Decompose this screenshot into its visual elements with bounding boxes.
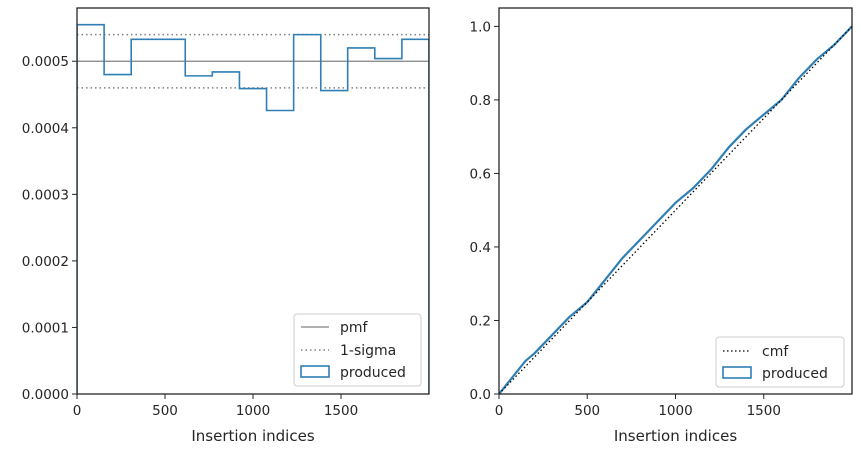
legend-pmf-label: pmf bbox=[340, 320, 369, 336]
legend-box bbox=[715, 336, 845, 388]
produced-cumulative-line bbox=[499, 25, 852, 394]
x-tick-label: 500 bbox=[574, 403, 600, 419]
y-tick-label: 0.0001 bbox=[22, 320, 69, 336]
y-tick-label: 0.0005 bbox=[22, 54, 69, 70]
x-tick-label: 1500 bbox=[747, 403, 781, 419]
legend-cmf-label: cmf bbox=[762, 344, 789, 360]
x-tick-label: 1000 bbox=[236, 403, 270, 419]
cmf-line bbox=[499, 25, 852, 394]
plot-frame bbox=[498, 7, 853, 395]
y-tick-label: 0.0002 bbox=[22, 254, 69, 270]
legend-produced-swatch bbox=[722, 366, 752, 379]
y-tick-label: 0.0003 bbox=[22, 187, 69, 203]
y-tick-label: 0.2 bbox=[470, 313, 491, 329]
cmf-panel: 0 500 1000 1500 0.0 0.2 0.4 0.6 0.8 1.0 Insertion … bbox=[470, 7, 853, 445]
plot-frame bbox=[76, 7, 430, 395]
x-tick-label: 0 bbox=[495, 403, 504, 419]
y-tick-label: 0.0004 bbox=[22, 121, 69, 137]
plot-area bbox=[77, 23, 429, 394]
legend-produced-label: produced bbox=[340, 365, 406, 381]
produced-step-histogram bbox=[77, 23, 429, 394]
plot-area bbox=[499, 25, 852, 394]
x-tick-label: 500 bbox=[152, 403, 178, 419]
legend: cmf produced bbox=[715, 336, 845, 388]
x-tick-label: 0 bbox=[73, 403, 82, 419]
y-tick-label: 0.6 bbox=[470, 166, 491, 182]
y-tick-label: 0.8 bbox=[470, 93, 491, 109]
y-tick-label: 0.0000 bbox=[22, 387, 69, 403]
x-axis-label: Insertion indices bbox=[191, 427, 314, 445]
x-axis-label: Insertion indices bbox=[614, 427, 737, 445]
pmf-panel: 0 500 1000 1500 0.0000 0.0001 0.0002 0.0003 0.00… bbox=[22, 7, 430, 445]
y-tick-label: 0.4 bbox=[470, 240, 491, 256]
legend: pmf 1-sigma produced bbox=[293, 313, 422, 387]
legend-box bbox=[293, 313, 422, 387]
x-tick-label: 1500 bbox=[324, 403, 358, 419]
x-tick-label: 1000 bbox=[658, 403, 692, 419]
legend-produced-swatch bbox=[300, 365, 330, 378]
legend-sigma-label: 1-sigma bbox=[340, 343, 396, 359]
y-tick-label: 1.0 bbox=[470, 19, 491, 35]
legend-produced-label: produced bbox=[762, 366, 828, 382]
y-tick-label: 0.0 bbox=[470, 387, 491, 403]
